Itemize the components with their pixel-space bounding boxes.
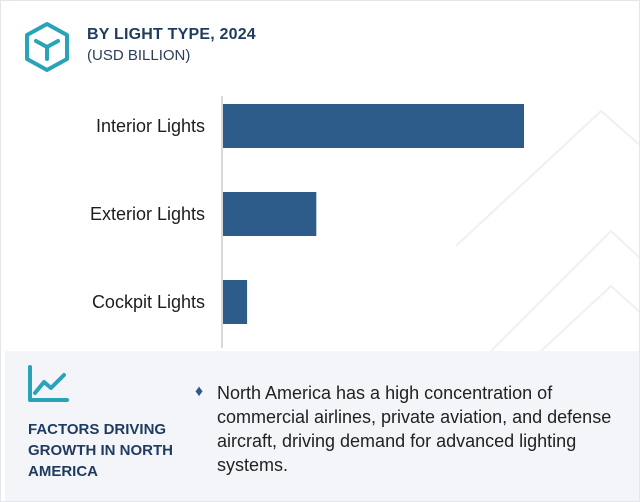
category-label: Cockpit Lights (92, 292, 205, 312)
chart-subtitle: (USD BILLION) (87, 47, 191, 64)
category-label: Exterior Lights (90, 204, 205, 224)
growth-chart-icon (27, 365, 71, 405)
bar-cockpit-lights (223, 280, 248, 324)
category-label: Interior Lights (96, 116, 205, 136)
bar-chart: Interior Lights Exterior Lights Cockpit Li… (90, 96, 524, 348)
cube-icon (23, 21, 71, 73)
factors-panel: FACTORS DRIVING GROWTH IN NORTH AMERICA … (5, 351, 639, 501)
bar-exterior-lights (223, 192, 317, 236)
bar-interior-lights (223, 104, 524, 148)
chart-title: BY LIGHT TYPE, 2024 (87, 26, 256, 43)
factors-title: FACTORS DRIVING GROWTH IN NORTH AMERICA (28, 421, 173, 480)
diamond-icon: ♦ (195, 383, 204, 400)
background-decoration (455, 109, 639, 351)
factor-text: North America has a high concentration o… (217, 383, 612, 475)
